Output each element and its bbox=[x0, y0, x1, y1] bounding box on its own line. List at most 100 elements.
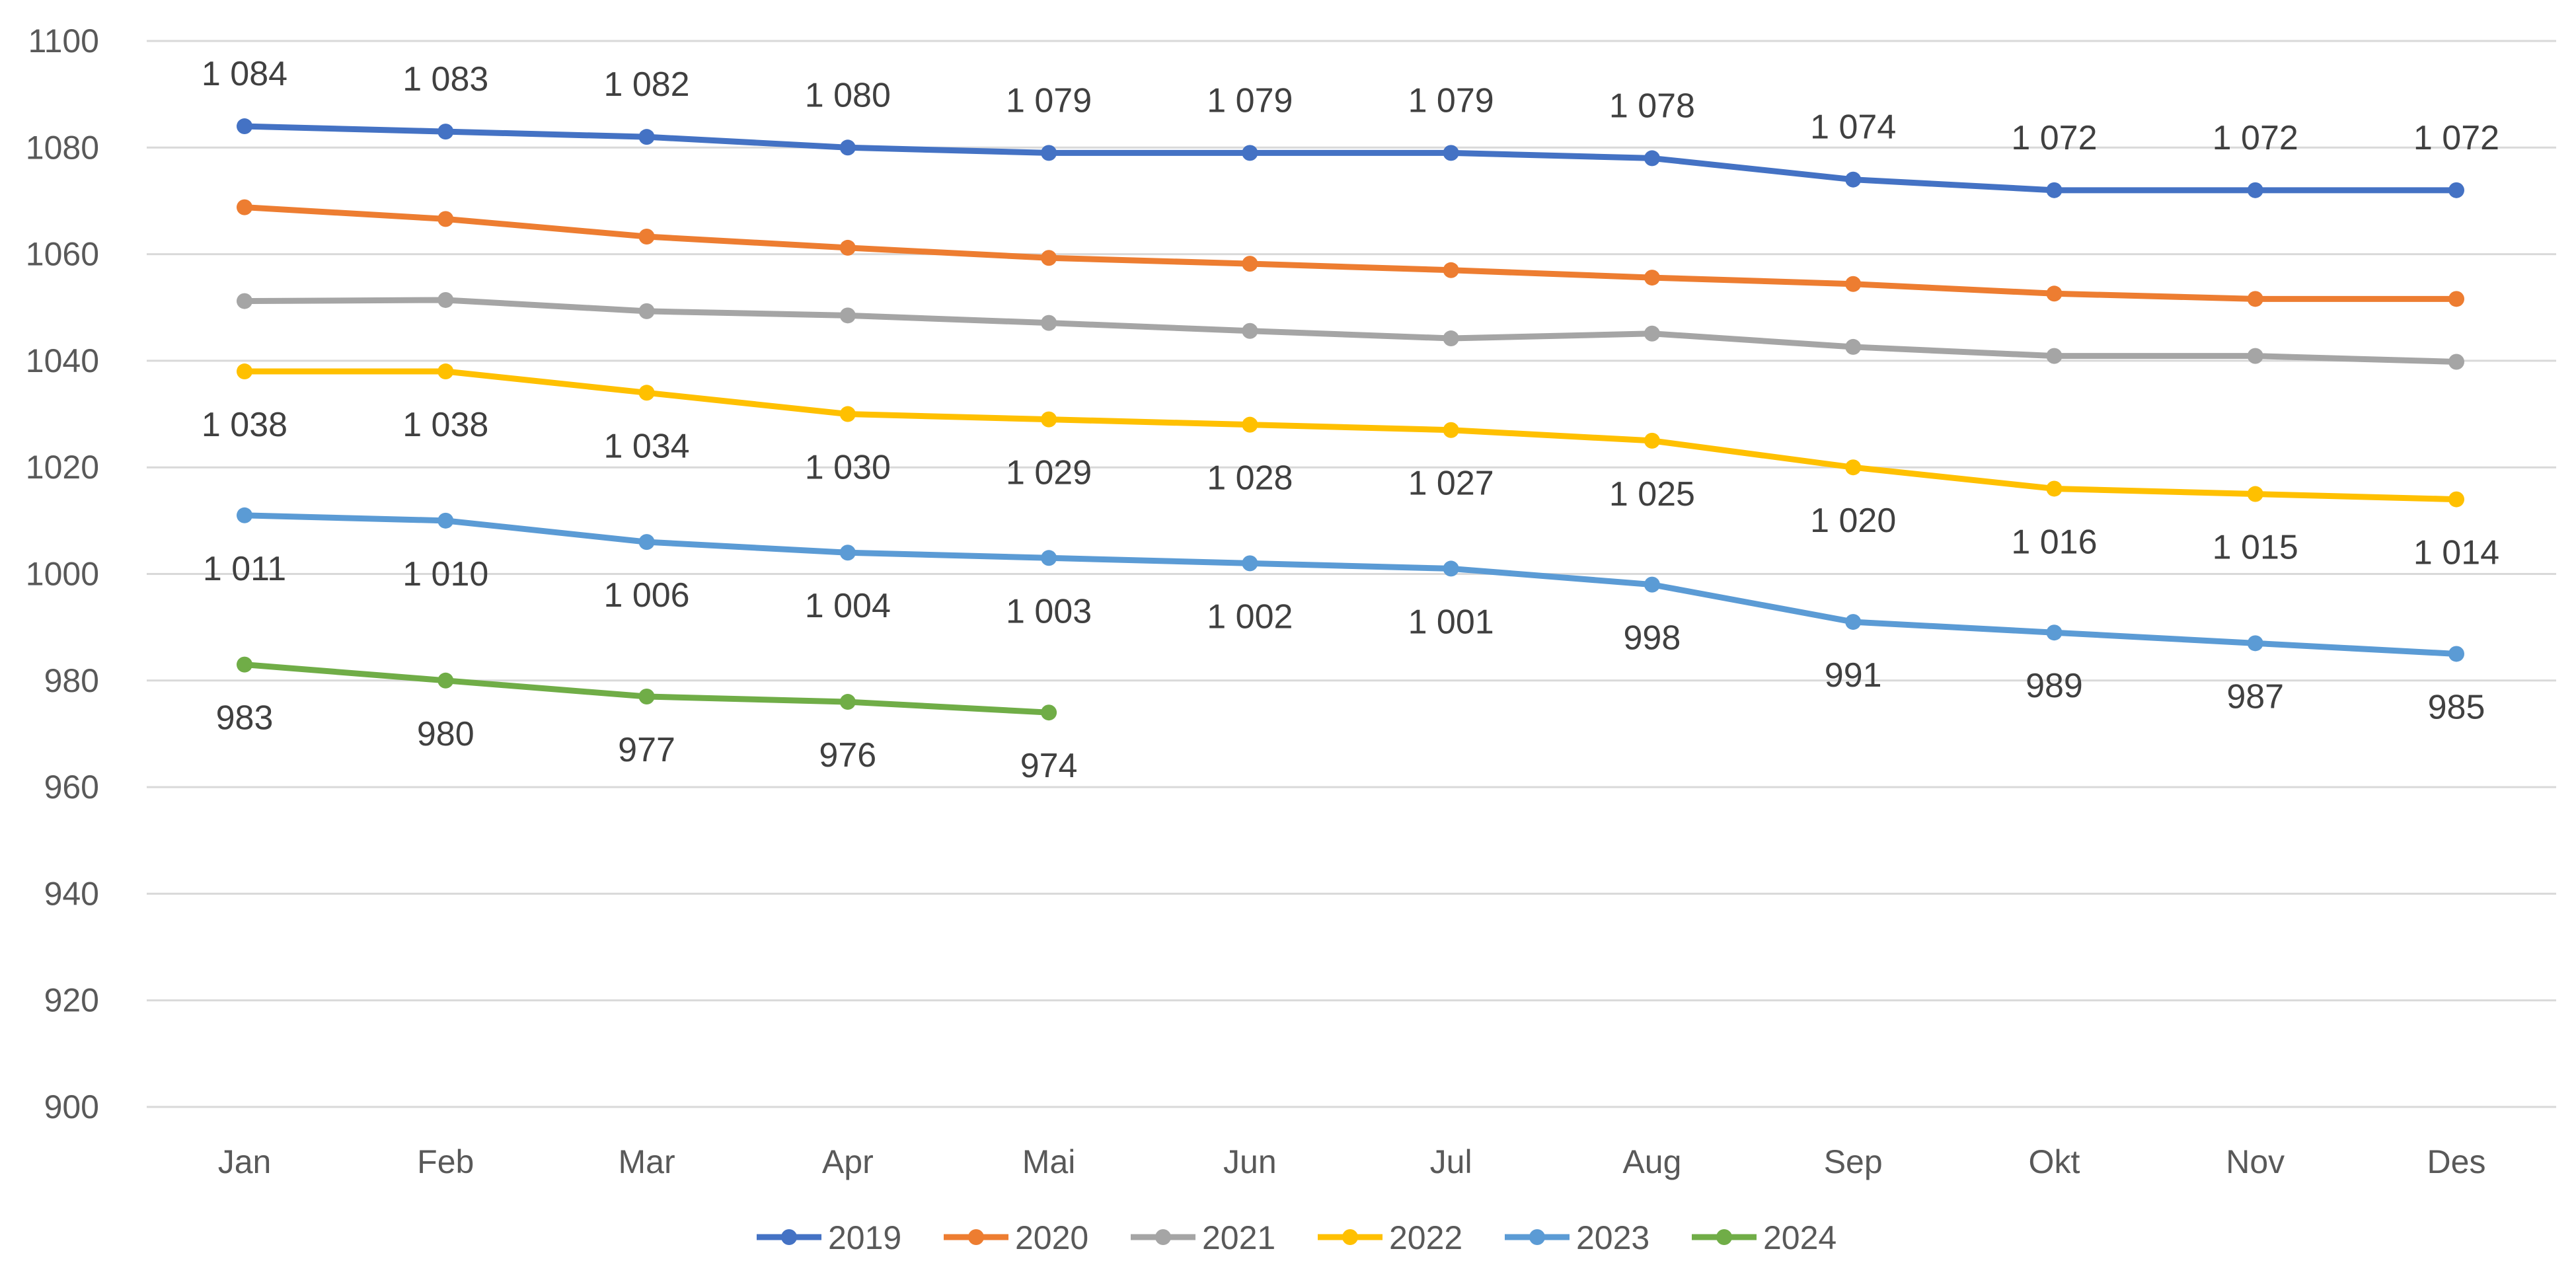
data-point bbox=[1644, 270, 1660, 286]
legend-item-2024: 2024 bbox=[1692, 1219, 1837, 1256]
data-point bbox=[2046, 182, 2063, 198]
x-tick-label: Feb bbox=[417, 1143, 474, 1180]
data-labels: 1 084 1 083 1 082 1 080 1 079 1 079 1 079 1 078… bbox=[202, 55, 2499, 785]
data-point bbox=[437, 512, 454, 529]
y-tick-label: 1060 bbox=[26, 236, 99, 273]
data-label: 1 004 bbox=[805, 587, 891, 625]
data-label: 991 bbox=[1825, 656, 1882, 695]
x-tick-label: Aug bbox=[1622, 1143, 1681, 1180]
data-label: 1 001 bbox=[1408, 603, 1494, 641]
data-point bbox=[437, 672, 454, 689]
series-line-2020 bbox=[241, 204, 2460, 302]
data-point bbox=[2046, 625, 2063, 641]
gridlines bbox=[147, 40, 2556, 1108]
data-label: 998 bbox=[1624, 619, 1681, 658]
data-label: 980 bbox=[417, 715, 474, 753]
legend-marker bbox=[781, 1229, 797, 1245]
data-label: 1 074 bbox=[1810, 108, 1896, 147]
data-label: 1 027 bbox=[1408, 465, 1494, 503]
data-label: 1 078 bbox=[1609, 87, 1695, 125]
data-point bbox=[839, 545, 856, 561]
data-point bbox=[1845, 276, 1862, 292]
data-point bbox=[638, 303, 655, 319]
data-point bbox=[1242, 416, 1258, 433]
data-label: 989 bbox=[2026, 667, 2083, 705]
data-point bbox=[1443, 422, 1459, 438]
data-point bbox=[437, 124, 454, 140]
data-point bbox=[1041, 704, 1057, 721]
data-point bbox=[638, 228, 655, 245]
data-point bbox=[2448, 291, 2464, 307]
data-point bbox=[2247, 291, 2263, 307]
data-point bbox=[1644, 150, 1660, 167]
series-line-2021 bbox=[241, 297, 2460, 365]
y-tick-label: 1020 bbox=[26, 449, 99, 486]
data-point bbox=[1242, 555, 1258, 572]
data-point bbox=[1041, 250, 1057, 266]
data-label: 1 014 bbox=[2413, 534, 2499, 572]
legend-marker bbox=[1342, 1229, 1358, 1245]
data-point bbox=[2247, 486, 2263, 502]
data-label: 1 016 bbox=[2011, 523, 2097, 561]
series-2020 bbox=[237, 199, 2464, 307]
data-point bbox=[1443, 560, 1459, 577]
data-point bbox=[437, 291, 454, 308]
legend: 2019 2020 2021 2022 2023 2024 bbox=[757, 1219, 1837, 1256]
data-point bbox=[839, 406, 856, 422]
data-label: 1 029 bbox=[1006, 454, 1092, 492]
data-point bbox=[638, 385, 655, 401]
data-label: 1 083 bbox=[402, 60, 488, 98]
legend-label: 2023 bbox=[1576, 1219, 1649, 1256]
data-label: 1 082 bbox=[603, 65, 689, 104]
data-point bbox=[1242, 322, 1258, 339]
x-tick-label: Jul bbox=[1430, 1143, 1472, 1180]
data-point bbox=[2247, 182, 2263, 198]
data-label: 1 002 bbox=[1207, 597, 1293, 636]
data-point bbox=[638, 534, 655, 550]
data-label: 977 bbox=[618, 731, 675, 769]
y-tick-label: 980 bbox=[44, 662, 99, 699]
data-point bbox=[2046, 285, 2063, 302]
series-group bbox=[237, 118, 2464, 721]
data-point bbox=[2448, 354, 2464, 370]
data-point bbox=[1242, 145, 1258, 161]
data-label: 1 079 bbox=[1006, 81, 1092, 120]
series-2021 bbox=[237, 291, 2464, 370]
y-tick-label: 1040 bbox=[26, 342, 99, 379]
data-point bbox=[437, 211, 454, 227]
data-point bbox=[1644, 325, 1660, 342]
data-label: 1 025 bbox=[1609, 475, 1695, 513]
x-axis-ticks: Jan Feb Mar Apr Mai Jun Jul Aug Sep Okt Nov Des bbox=[218, 1143, 2486, 1180]
data-point bbox=[1242, 256, 1258, 272]
data-label: 1 034 bbox=[603, 427, 689, 465]
data-label: 1 010 bbox=[402, 555, 488, 593]
legend-item-2022: 2022 bbox=[1318, 1219, 1462, 1256]
legend-label: 2020 bbox=[1015, 1219, 1088, 1256]
legend-item-2021: 2021 bbox=[1131, 1219, 1275, 1256]
series-2019 bbox=[237, 118, 2464, 198]
data-label: 1 020 bbox=[1810, 502, 1896, 540]
x-tick-label: Apr bbox=[822, 1143, 874, 1180]
data-label: 1 038 bbox=[202, 406, 287, 444]
data-label: 1 028 bbox=[1207, 459, 1293, 498]
data-point bbox=[638, 129, 655, 145]
data-label: 987 bbox=[2226, 677, 2284, 716]
data-label: 1 015 bbox=[2213, 529, 2298, 567]
data-label: 985 bbox=[2428, 688, 2485, 726]
data-label: 1 072 bbox=[2413, 119, 2499, 157]
data-point bbox=[839, 139, 856, 156]
data-point bbox=[2247, 348, 2263, 364]
data-point bbox=[1443, 330, 1459, 347]
y-tick-label: 900 bbox=[44, 1088, 99, 1125]
data-point bbox=[237, 363, 252, 380]
y-tick-label: 1100 bbox=[28, 22, 99, 59]
data-label: 1 030 bbox=[805, 449, 891, 487]
data-label: 1 072 bbox=[2213, 119, 2298, 157]
y-tick-label: 940 bbox=[44, 875, 99, 912]
y-tick-label: 960 bbox=[44, 769, 99, 806]
legend-label: 2019 bbox=[828, 1219, 901, 1256]
data-point bbox=[2448, 646, 2464, 662]
data-point bbox=[1443, 145, 1459, 161]
y-axis-ticks: 900 920 940 960 980 1000 1020 1040 1060 1080 1100 bbox=[26, 22, 99, 1125]
data-point bbox=[1443, 262, 1459, 278]
